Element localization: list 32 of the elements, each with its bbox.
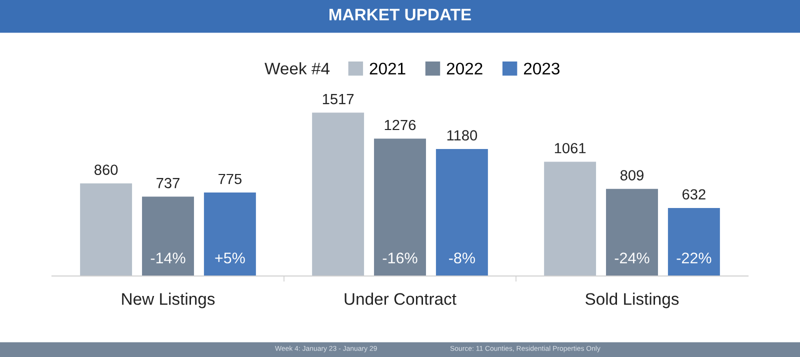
data-label: 1061: [554, 143, 586, 154]
annotation: -14%: [150, 252, 186, 264]
legend-label: 2022: [446, 62, 482, 75]
bar: [436, 148, 488, 276]
legend-label: 2023: [524, 62, 560, 75]
bar: [142, 196, 194, 276]
legend-title: Week #4: [264, 62, 330, 74]
chart-title: MARKET UPDATE: [330, 8, 471, 20]
annotation: -22%: [676, 252, 712, 264]
annotation: -16%: [382, 252, 418, 264]
bar: [544, 162, 596, 276]
bar: [668, 208, 720, 276]
annotation: -24%: [614, 252, 650, 264]
data-label: 1180: [447, 130, 478, 141]
data-label: 1517: [322, 94, 354, 104]
data-label: 737: [156, 178, 180, 188]
data-label: 860: [94, 164, 118, 175]
bar: [374, 138, 426, 276]
data-label: 775: [218, 174, 242, 184]
data-label: 632: [682, 189, 706, 200]
legend-label: 2021: [370, 62, 406, 75]
bar: [312, 112, 364, 276]
x-tick-label: New Listings: [122, 292, 215, 308]
x-tick-label: Under Contract: [344, 292, 456, 305]
data-label: 1276: [384, 120, 416, 130]
bar: [204, 192, 256, 276]
x-tick-label: Sold Listings: [586, 292, 679, 308]
data-label: 809: [620, 170, 644, 180]
bar: [80, 183, 132, 276]
bar: [606, 188, 658, 276]
annotation: -8%: [449, 252, 475, 264]
annotation: +5%: [215, 252, 245, 264]
